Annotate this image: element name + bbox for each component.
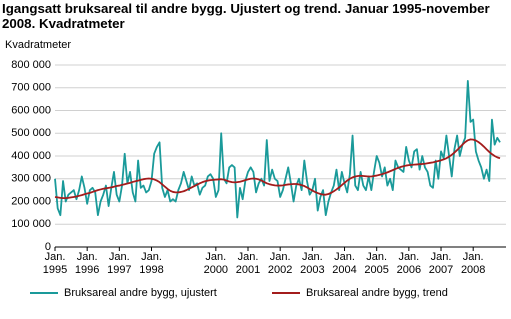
x-tick-label: Jan. 2003 [300, 251, 325, 276]
y-tick-label: 300 000 [11, 173, 51, 185]
y-axis-label: Kvadratmeter [5, 39, 71, 51]
x-tick-label: Jan. 2001 [235, 251, 261, 276]
y-tick-label: 0 [45, 241, 51, 253]
y-tick-label: 400 000 [11, 150, 51, 162]
y-tick-label: 200 000 [11, 195, 51, 207]
x-tick-label: Jan. 1997 [107, 251, 132, 276]
x-tick-label: Jan. 2006 [396, 251, 422, 276]
x-tick-label: Jan. 1995 [42, 251, 68, 276]
legend-label: Bruksareal andre bygg, ujustert [64, 287, 217, 299]
series-line [54, 138, 501, 199]
x-tick-label: Jan. 2007 [428, 251, 454, 276]
x-tick-label: Jan. 2002 [267, 251, 293, 276]
series-line [54, 80, 501, 219]
legend-label: Bruksareal andre bygg, trend [306, 287, 448, 299]
x-tick-label: Jan. 1998 [139, 251, 164, 276]
x-tick-label: Jan. 2008 [460, 251, 486, 276]
y-tick-label: 800 000 [11, 59, 51, 71]
x-tick-label: Jan. 2004 [332, 251, 357, 276]
x-tick-label: Jan. 2000 [203, 251, 229, 276]
x-tick-label: Jan. 2005 [364, 251, 389, 276]
chart-title: Igangsatt bruksareal til andre bygg. Uju… [2, 1, 490, 31]
y-tick-label: 700 000 [11, 82, 51, 94]
y-tick-label: 600 000 [11, 104, 51, 116]
y-tick-label: 100 000 [11, 218, 51, 230]
x-tick-label: Jan. 1996 [74, 251, 100, 276]
y-tick-label: 500 000 [11, 127, 51, 139]
